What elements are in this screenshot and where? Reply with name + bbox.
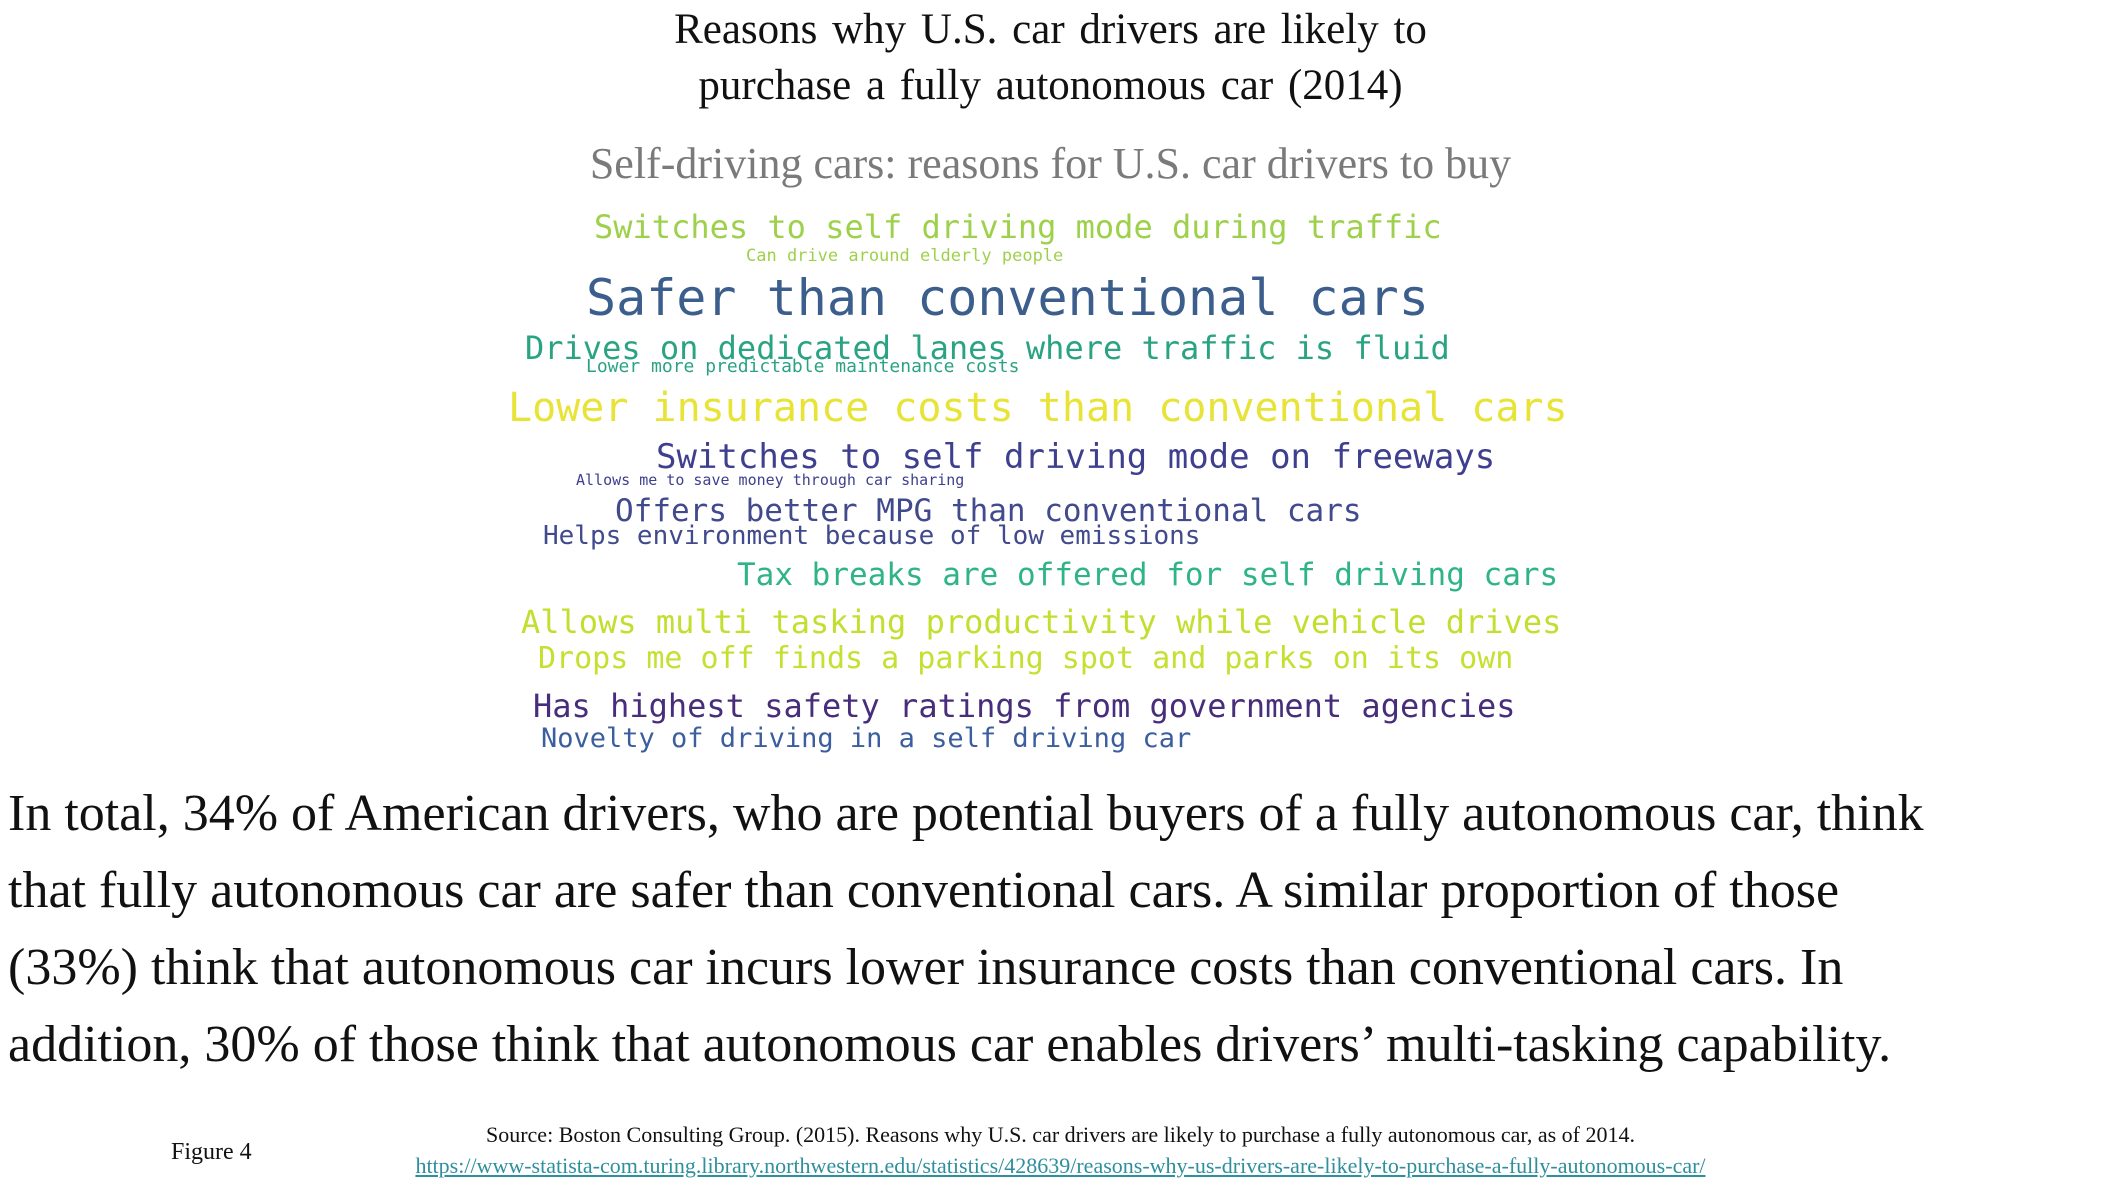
word-cloud-word: Offers better MPG than conventional cars — [615, 493, 1362, 529]
paragraph-line: addition, 30% of those think that autono… — [8, 1016, 1892, 1073]
page-title-line1: Reasons why U.S. car drivers are likely … — [674, 6, 1427, 53]
word-cloud-word: Switches to self driving mode during tra… — [594, 208, 1442, 246]
word-cloud-word: Lower insurance costs than conventional … — [508, 385, 1568, 431]
source-link[interactable]: https://www-statista-com.turing.library.… — [415, 1153, 1706, 1178]
word-cloud-word: Novelty of driving in a self driving car — [541, 723, 1192, 754]
word-cloud-word: Helps environment because of low emissio… — [543, 521, 1201, 551]
word-cloud-word: Tax breaks are offered for self driving … — [737, 557, 1559, 593]
word-cloud-word: Allows me to save money through car shar… — [576, 471, 965, 489]
figure-label: Figure 4 — [171, 1139, 252, 1165]
page-title-line2: purchase a fully autonomous car (2014) — [698, 62, 1403, 109]
word-cloud-word: Can drive around elderly people — [746, 246, 1064, 266]
word-cloud-word: Allows multi tasking productivity while … — [521, 603, 1562, 641]
word-cloud-word: Lower more predictable maintenance costs — [586, 356, 1020, 377]
paragraph-line: that fully autonomous car are safer than… — [8, 862, 1840, 919]
word-cloud-word: Safer than conventional cars — [586, 269, 1429, 327]
word-cloud-word: Switches to self driving mode on freeway… — [656, 437, 1496, 477]
word-cloud-word: Drives on dedicated lanes where traffic … — [525, 329, 1450, 367]
word-cloud-title: Self-driving cars: reasons for U.S. car … — [589, 139, 1512, 188]
figure-source: Source: Boston Consulting Group. (2015).… — [485, 1122, 1636, 1147]
paragraph-line: In total, 34% of American drivers, who a… — [8, 785, 1924, 842]
word-cloud-word: Drops me off finds a parking spot and pa… — [538, 641, 1514, 676]
paragraph-line: (33%) think that autonomous car incurs l… — [8, 939, 1844, 996]
word-cloud-word: Has highest safety ratings from governme… — [533, 687, 1516, 725]
